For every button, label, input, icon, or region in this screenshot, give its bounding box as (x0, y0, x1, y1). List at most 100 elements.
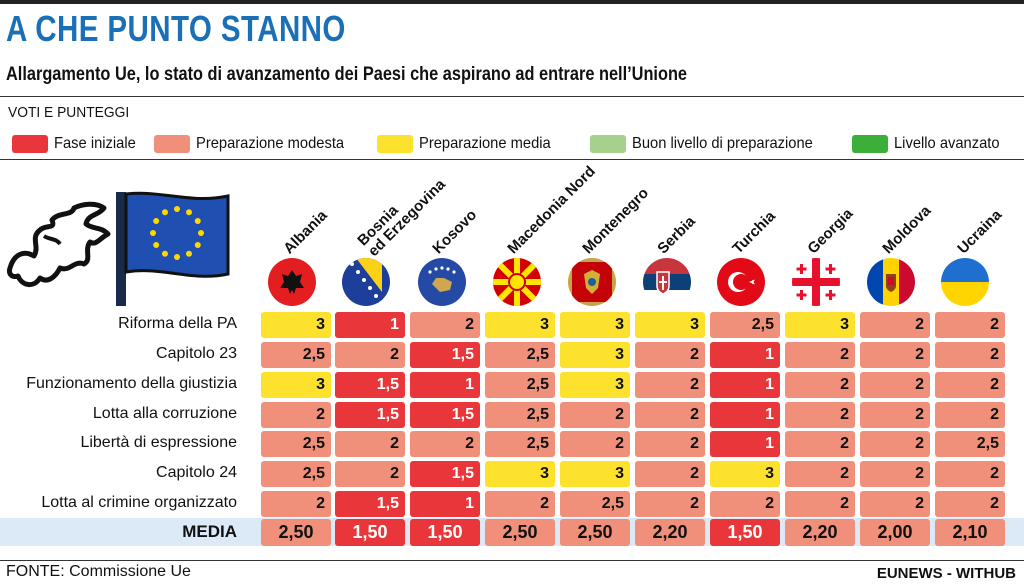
eu-star (174, 206, 180, 212)
chart-subtitle: Allargamento Ue, lo stato di avanzamento… (6, 64, 688, 85)
score-cell: 2 (785, 461, 855, 487)
score-cell: 1,5 (335, 402, 405, 428)
eu-stars (150, 206, 204, 260)
score-cell: 3 (560, 461, 630, 487)
montenegro-flag-icon (568, 258, 616, 306)
turkey-flag-icon (717, 258, 765, 306)
country-label: Moldova (879, 202, 935, 258)
score-cell: 3 (485, 312, 555, 338)
score-cell: 1 (710, 342, 780, 368)
georgia-flag-icon (792, 258, 840, 306)
row-label: Capitolo 24 (156, 464, 237, 481)
score-cell: 3 (785, 312, 855, 338)
top-rule (0, 0, 1024, 4)
country-label-line: Montenegro (579, 184, 653, 258)
serbia-flag-icon (643, 258, 691, 306)
country-label-line: Albania (280, 206, 331, 258)
score-cell: 2 (860, 461, 930, 487)
legend-swatch (590, 135, 626, 153)
score-cell: 2 (860, 372, 930, 398)
row-label: Funzionamento della giustizia (26, 375, 237, 392)
score-cell: 2 (860, 402, 930, 428)
score-cell: 2,5 (261, 431, 331, 457)
media-cell: 2,00 (860, 519, 930, 546)
legend-label: Fase iniziale (54, 135, 136, 152)
score-cell: 3 (560, 342, 630, 368)
legend-item: Preparazione media (377, 134, 562, 154)
score-cell: 1 (710, 431, 780, 457)
europe-map-icon (7, 201, 111, 287)
score-cell: 1 (710, 372, 780, 398)
kosovo-flag-icon (418, 258, 466, 306)
eu-star (186, 250, 192, 257)
eu-star (186, 209, 192, 216)
score-cell: 1,5 (410, 342, 480, 368)
score-cell: 2 (785, 491, 855, 517)
score-cell: 2 (335, 431, 405, 457)
score-cell: 2 (935, 312, 1005, 338)
score-cell: 1,5 (335, 491, 405, 517)
legend-swatch (377, 135, 413, 153)
score-cell: 2 (785, 342, 855, 368)
eu-star (153, 242, 160, 248)
bosnia-flag-icon (342, 258, 390, 306)
media-cell: 1,50 (335, 519, 405, 546)
score-cell: 2 (335, 342, 405, 368)
media-cell: 2,50 (485, 519, 555, 546)
score-cell: 2,5 (710, 312, 780, 338)
country-label-line: Moldova (879, 202, 935, 258)
country-label-line: Kosovo (429, 206, 481, 258)
score-cell: 2 (410, 312, 480, 338)
source-note: FONTE: Commissione Ue (6, 563, 191, 580)
score-cell: 2,5 (485, 342, 555, 368)
score-cell: 2 (635, 461, 705, 487)
country-label-line: Turchia (729, 207, 779, 258)
legend-swatch (12, 135, 48, 153)
score-cell: 2 (261, 402, 331, 428)
score-cell: 2 (860, 431, 930, 457)
score-cell: 2 (785, 402, 855, 428)
media-label: MEDIA (182, 522, 237, 541)
eu-star (194, 218, 201, 224)
score-cell: 2 (635, 431, 705, 457)
score-cell: 1,5 (335, 372, 405, 398)
eu-star (174, 254, 180, 260)
legend-label: Livello avanzato (894, 135, 1000, 152)
row-label: Capitolo 23 (156, 345, 237, 362)
country-label: Montenegro (579, 184, 653, 258)
score-cell: 1 (335, 312, 405, 338)
row-label: Libertà di espressione (80, 434, 237, 451)
country-label-line: Georgia (804, 205, 857, 258)
score-cell: 2 (935, 372, 1005, 398)
score-cell: 2,5 (485, 431, 555, 457)
score-cell: 2 (410, 431, 480, 457)
score-cell: 2 (710, 491, 780, 517)
country-label: Turchia (729, 207, 779, 258)
score-cell: 2 (935, 342, 1005, 368)
row-label: Lotta al crimine organizzato (41, 494, 237, 511)
score-cell: 2,5 (560, 491, 630, 517)
score-cell: 2 (935, 461, 1005, 487)
country-label: Ucraina (954, 206, 1005, 257)
score-cell: 2 (860, 312, 930, 338)
legend-title: VOTI E PUNTEGGI (8, 104, 130, 121)
score-cell: 2 (635, 491, 705, 517)
score-cell: 2 (785, 431, 855, 457)
score-cell: 1 (410, 491, 480, 517)
brand-credit: EUNEWS - WITHUB (876, 565, 1016, 582)
country-label-line: Serbia (654, 212, 699, 258)
legend-swatch (154, 135, 190, 153)
chart-title: A CHE PUNTO STANNO (6, 8, 346, 49)
score-cell: 1,5 (410, 402, 480, 428)
score-cell: 2,5 (485, 402, 555, 428)
legend-item: Preparazione modesta (154, 134, 357, 154)
score-cell: 2 (560, 402, 630, 428)
country-label: Albania (280, 206, 331, 258)
score-cell: 3 (560, 312, 630, 338)
score-cell: 2 (635, 402, 705, 428)
legend-label: Preparazione modesta (196, 135, 345, 152)
score-cell: 2 (485, 491, 555, 517)
score-cell: 2 (935, 491, 1005, 517)
north-macedonia-flag-icon (493, 258, 541, 306)
score-cell: 1,5 (410, 461, 480, 487)
